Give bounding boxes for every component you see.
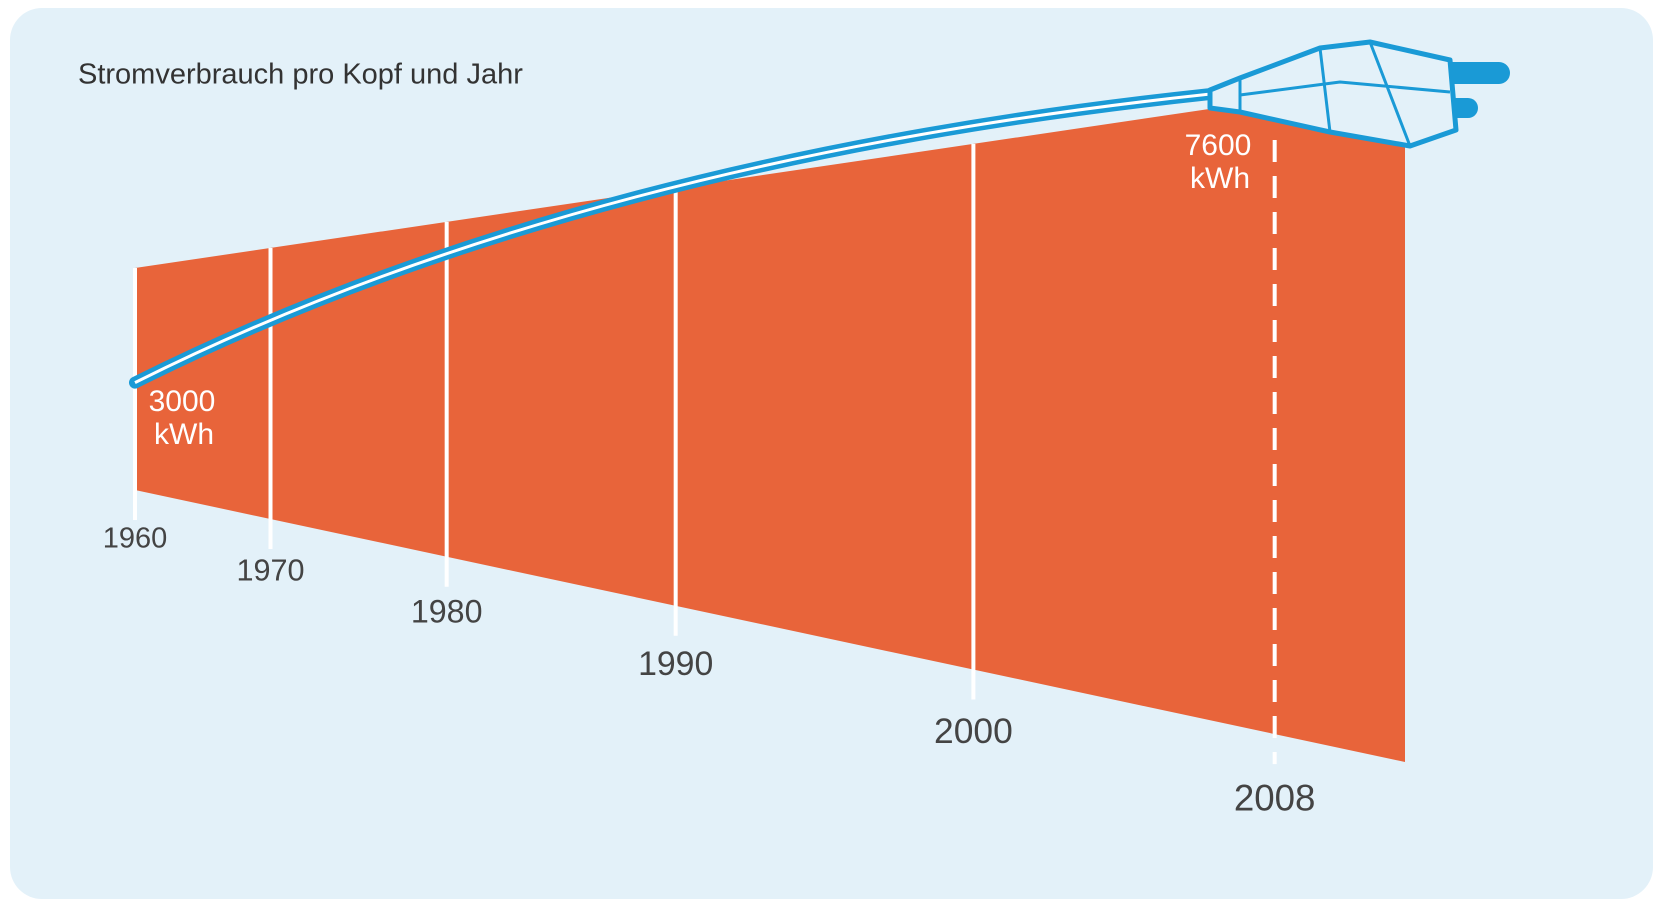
x-tick-label: 2008 [1234,778,1316,819]
plug-detail [1238,41,1451,147]
value-label: 7600 [1185,129,1252,162]
x-tick-label: 1990 [638,645,713,683]
value-unit: kWh [154,418,214,451]
value-unit: kWh [1190,162,1250,195]
x-tick-label: 1980 [411,593,483,629]
plug [1207,39,1510,149]
cable-highlight [134,86,1275,384]
x-tick-label: 1970 [236,554,304,588]
x-tick-label: 2000 [934,711,1013,751]
chart-title: Stromverbrauch pro Kopf und Jahr [78,59,523,91]
x-tick-label: 1960 [103,523,168,555]
plug-body [1207,39,1459,149]
value-label: 3000 [149,385,216,418]
